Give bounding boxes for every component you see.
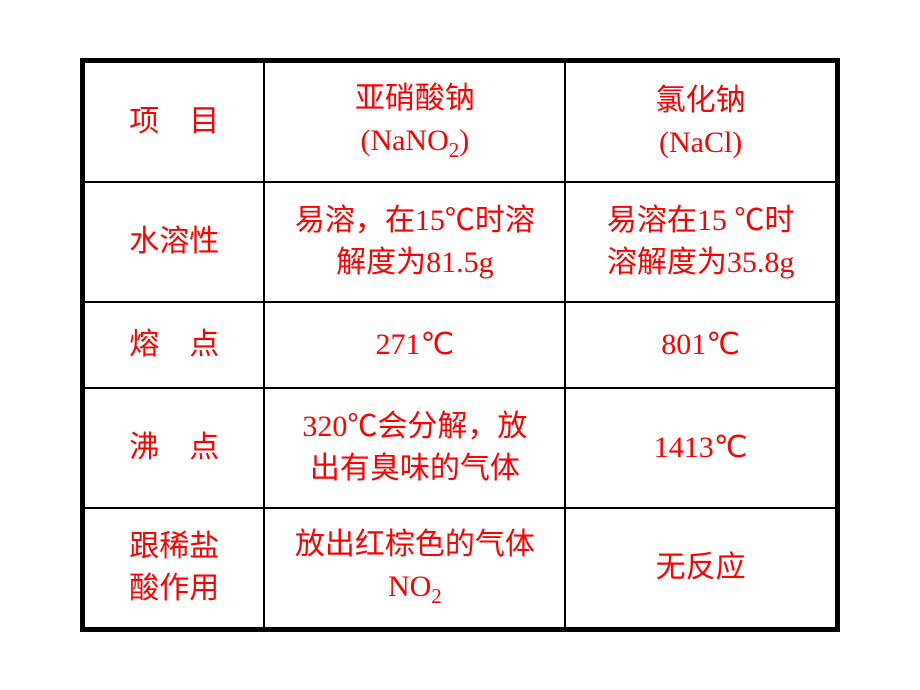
header-nacl-name: 氯化钠: [656, 84, 746, 117]
table-row: 水溶性 易溶，在15℃时溶 解度为81.5g 易溶在15 ℃时 溶解度为35.8…: [84, 182, 836, 302]
header-nano2-formula-pre: (NaNO: [360, 124, 448, 157]
row-boiling-nacl: 1413℃: [565, 388, 836, 508]
table-row: 跟稀盐 酸作用 放出红棕色的气体 NO2 无反应: [84, 508, 836, 628]
row-boiling-nano2: 320℃会分解，放 出有臭味的气体: [264, 388, 565, 508]
hcl-nano2-l2-sub: 2: [431, 584, 442, 608]
comparison-table: 项 目 亚硝酸钠 (NaNO2) 氯化钠 (NaCl) 水溶性 易溶，在15℃时…: [83, 61, 837, 629]
header-nacl-formula: (NaCl): [659, 126, 742, 159]
solubility-nacl-l2: 溶解度为35.8g: [607, 246, 795, 279]
table-row: 熔 点 271℃ 801℃: [84, 302, 836, 388]
row-boiling-label: 沸 点: [84, 388, 264, 508]
row-melting-nacl: 801℃: [565, 302, 836, 388]
solubility-nano2-l1: 易溶，在15℃时溶: [295, 204, 535, 237]
row-melting-label: 熔 点: [84, 302, 264, 388]
comparison-table-container: 项 目 亚硝酸钠 (NaNO2) 氯化钠 (NaCl) 水溶性 易溶，在15℃时…: [80, 58, 840, 632]
boiling-nano2-l2: 出有臭味的气体: [310, 452, 520, 485]
boiling-nano2-l1: 320℃会分解，放: [302, 410, 527, 443]
solubility-nacl-l1: 易溶在15 ℃时: [607, 204, 795, 237]
row-solubility-label: 水溶性: [84, 182, 264, 302]
row-solubility-nacl: 易溶在15 ℃时 溶解度为35.8g: [565, 182, 836, 302]
header-item: 项 目: [84, 62, 264, 182]
header-nano2-name: 亚硝酸钠: [355, 82, 475, 115]
row-hcl-nano2: 放出红棕色的气体 NO2: [264, 508, 565, 628]
row-melting-nano2: 271℃: [264, 302, 565, 388]
header-nano2: 亚硝酸钠 (NaNO2): [264, 62, 565, 182]
hcl-nano2-l1: 放出红棕色的气体: [295, 528, 535, 561]
hcl-nano2-l2-pre: NO: [388, 570, 431, 603]
hcl-label-l1: 跟稀盐: [129, 530, 219, 563]
row-hcl-label: 跟稀盐 酸作用: [84, 508, 264, 628]
row-hcl-nacl: 无反应: [565, 508, 836, 628]
row-solubility-nano2: 易溶，在15℃时溶 解度为81.5g: [264, 182, 565, 302]
table-row: 项 目 亚硝酸钠 (NaNO2) 氯化钠 (NaCl): [84, 62, 836, 182]
table-row: 沸 点 320℃会分解，放 出有臭味的气体 1413℃: [84, 388, 836, 508]
header-nacl: 氯化钠 (NaCl): [565, 62, 836, 182]
header-nano2-formula-post: ): [459, 124, 469, 157]
header-nano2-formula-sub: 2: [449, 138, 460, 162]
solubility-nano2-l2: 解度为81.5g: [336, 246, 494, 279]
hcl-label-l2: 酸作用: [129, 572, 219, 605]
